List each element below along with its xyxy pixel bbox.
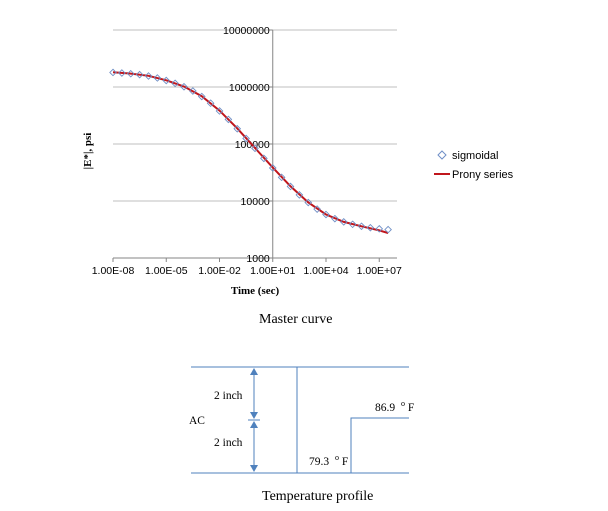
sigmoidal-point xyxy=(153,74,162,82)
legend: sigmoidal Prony series xyxy=(434,150,514,181)
sigmoidal-point xyxy=(197,92,206,101)
legend-label-prony: Prony series xyxy=(452,169,514,181)
degree-sign: o xyxy=(401,399,405,408)
arrow-up-top xyxy=(250,368,258,375)
x-tick-label: 1.00E-08 xyxy=(92,265,135,277)
high-temperature-label: 86.9 o F xyxy=(375,397,414,414)
y-tick-label: 1000000 xyxy=(229,82,270,94)
legend-marker-sigmoidal xyxy=(437,150,447,160)
sigmoidal-point xyxy=(268,164,277,172)
low-temperature-label: 79.3 o F xyxy=(309,451,348,468)
sigmoidal-point xyxy=(348,220,357,229)
sigmoidal-point xyxy=(215,107,224,115)
low-temperature-value: 79.3 xyxy=(309,456,329,468)
sigmoidal-point xyxy=(242,134,250,143)
sigmoidal-point xyxy=(162,76,171,85)
high-temperature-value: 86.9 xyxy=(375,402,395,414)
sigmoidal-point xyxy=(277,173,286,182)
sigmoidal-point xyxy=(357,222,366,231)
sigmoidal-point xyxy=(126,69,135,78)
arrow-up-mid xyxy=(250,421,258,428)
series-marks xyxy=(109,68,392,234)
y-tick-label: 1000 xyxy=(246,253,270,265)
sigmoidal-point xyxy=(171,79,179,88)
sigmoidal-point xyxy=(206,99,215,108)
x-tick-label: 1.00E+04 xyxy=(303,265,348,277)
x-tick-label: 1.00E-05 xyxy=(145,265,188,277)
sigmoidal-point xyxy=(384,225,392,234)
x-tick-label: 1.00E-02 xyxy=(198,265,241,277)
x-tick-labels: 1.00E-08 1.00E-05 1.00E-02 1.00E+01 1.00E+04… xyxy=(92,258,402,277)
upper-thickness-label: 2 inch xyxy=(214,390,243,402)
arrow-down-mid xyxy=(250,412,258,419)
unit-letter: F xyxy=(342,456,348,468)
lower-thickness-label: 2 inch xyxy=(214,437,243,449)
temperature-step-line xyxy=(350,417,409,473)
y-tick-label: 10000 xyxy=(241,196,270,208)
x-tick-label: 1.00E+01 xyxy=(250,265,295,277)
sigmoidal-point xyxy=(118,69,126,77)
sigmoidal-point xyxy=(375,224,384,233)
master-curve-caption: Master curve xyxy=(259,312,333,327)
sigmoidal-point xyxy=(322,210,330,219)
x-tick-label: 1.00E+07 xyxy=(357,265,402,277)
unit-letter: F xyxy=(408,402,414,414)
sigmoidal-point xyxy=(233,124,242,133)
sigmoidal-point xyxy=(189,87,197,95)
grid-lines xyxy=(113,29,397,259)
sigmoidal-point xyxy=(286,182,295,191)
sigmoidal-point xyxy=(295,191,304,199)
sigmoidal-point xyxy=(135,70,144,79)
x-axis-title: Time (sec) xyxy=(231,285,280,297)
sigmoidal-point xyxy=(331,214,339,223)
temperature-profile-caption: Temperature profile xyxy=(262,489,374,504)
y-axis-title: |E*|, psi xyxy=(82,133,94,170)
sigmoidal-point xyxy=(180,82,188,91)
sigmoidal-point xyxy=(304,198,313,207)
sigmoidal-point xyxy=(313,205,321,213)
sigmoidal-point xyxy=(251,144,259,153)
degree-sign: o xyxy=(335,453,339,462)
sigmoidal-point xyxy=(339,218,348,226)
sigmoidal-point xyxy=(109,68,117,77)
layer-label: AC xyxy=(189,415,205,427)
legend-label-sigmoidal: sigmoidal xyxy=(452,150,498,162)
arrow-down-bottom xyxy=(250,465,258,472)
y-tick-label: 10000000 xyxy=(223,25,270,37)
sigmoidal-point xyxy=(224,115,233,124)
sigmoidal-point xyxy=(260,154,268,163)
sigmoidal-point xyxy=(144,72,153,80)
sigmoidal-point xyxy=(366,223,375,232)
